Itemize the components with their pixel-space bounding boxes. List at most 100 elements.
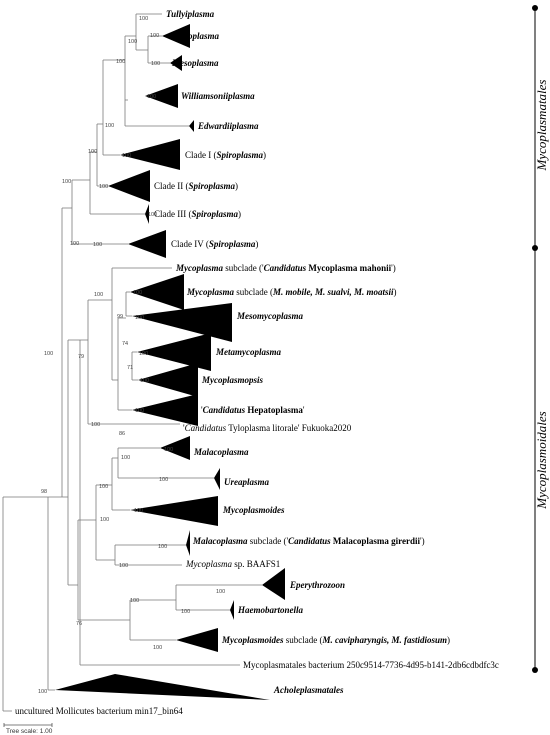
support-value: 100	[150, 33, 159, 39]
taxon-label-segment: Mesoplasma	[171, 58, 219, 68]
support-value: 100	[139, 351, 148, 357]
taxon-label-segment: Spiroplasma	[209, 239, 256, 249]
clade-triangle-clade3	[145, 204, 149, 224]
taxon-label-clade4: Clade IV (Spiroplasma)	[171, 239, 258, 249]
support-value: 100	[38, 689, 47, 695]
support-value: 76	[76, 621, 82, 627]
clade-triangle-haemobartonella	[230, 600, 234, 620]
support-value: 100	[70, 241, 79, 247]
support-value: 100	[94, 292, 103, 298]
order-label-mycoplasmoidales: Mycoplasmoidales	[534, 411, 549, 509]
taxon-label-tyloplasma: 'Candidatus Tyloplasma litorale' Fukuoka…	[183, 423, 352, 433]
clade-triangle-mycoplasmoides-sub	[176, 628, 218, 652]
taxon-label-segment: Malacoplasma	[193, 447, 249, 457]
taxon-label-hepatoplasma: 'Candidatus Hepatoplasma'	[201, 405, 305, 415]
taxon-label-segment: Tullyiplasma	[166, 9, 215, 19]
support-value: 100	[105, 123, 114, 129]
taxon-label-acholeplasmatales: Acholeplasmatales	[273, 685, 344, 695]
support-value: 79	[78, 354, 84, 360]
taxon-label-uncultured: uncultured Mollicutes bacterium min17_bi…	[15, 706, 183, 716]
branch-n118	[117, 317, 132, 411]
branch-n118b	[117, 447, 214, 479]
support-value: 100	[164, 447, 173, 453]
taxon-label-mycoplasma: Mycoplasma	[171, 31, 219, 41]
taxon-label-segment: sp. BAAFS1	[232, 559, 280, 569]
clade-triangle-malacoplasma	[160, 436, 190, 460]
branch-mycoplasmoidales	[67, 339, 80, 586]
branch-ingroup	[48, 207, 72, 498]
taxon-label-segment: Clade II (	[154, 181, 188, 191]
branch-n126	[125, 291, 132, 317]
clade-triangle-mycoplasmoides	[130, 496, 218, 526]
tree-scale: Tree scale: 1.00	[3, 723, 53, 735]
branch-n112	[111, 267, 172, 381]
taxon-label-baafs1: Mycoplasma sp. BAAFS1	[185, 559, 280, 569]
taxon-label-segment: )	[235, 181, 238, 191]
clade-triangle-metamycoplasma	[137, 333, 211, 371]
taxon-label-segment: Candidatus	[288, 536, 331, 546]
clade-triangle-clade4	[128, 230, 166, 258]
taxon-label-segment: Clade I (	[185, 150, 217, 160]
tree-branches	[2, 13, 262, 712]
order-brackets: Mycoplasmatales Mycoplasmoidales	[532, 5, 549, 673]
taxon-label-malacoplasma: Malacoplasma	[193, 447, 249, 457]
taxon-label-segment: '	[201, 405, 203, 415]
taxon-label-segment: Mycoplasma	[185, 559, 232, 569]
taxon-label-segment: Mycoplasmoides	[221, 635, 284, 645]
taxon-label-segment: Mesomycoplasma	[236, 311, 303, 321]
taxon-label-segment: Mycoplasma	[171, 31, 219, 41]
taxon-label-segment: subclade (	[234, 287, 273, 297]
support-value: 100	[116, 59, 125, 65]
branch-myco-n90	[89, 151, 145, 215]
clade-triangle-mycoplasma	[162, 24, 190, 48]
branch-n80	[79, 340, 240, 666]
support-value: 100	[99, 184, 108, 190]
taxon-label-clade2: Clade II (Spiroplasma)	[154, 181, 238, 191]
support-value: 74	[122, 341, 128, 347]
branch-n112b	[111, 457, 130, 511]
taxon-label-edwardiiplasma: Edwardiiplasma	[197, 121, 259, 131]
taxon-label-segment: Mycoplasma mahonii	[306, 263, 392, 273]
support-value: 100	[62, 179, 71, 185]
branch-n176	[175, 584, 262, 611]
support-value: 100	[216, 589, 225, 595]
order-label-mycoplasmatales: Mycoplasmatales	[534, 80, 549, 172]
branch-root	[2, 496, 48, 712]
clade-triangle-eperythrozoon	[262, 568, 285, 600]
clade-triangle-acholeplasmatales	[55, 674, 270, 700]
taxon-label-segment: Haemobartonella	[237, 605, 303, 615]
taxon-label-metamycoplasma: Metamycoplasma	[215, 347, 281, 357]
taxon-label-segment: Spiroplasma	[188, 181, 235, 191]
taxon-label-haemobartonella: Haemobartonella	[237, 605, 303, 615]
branch-n82	[80, 299, 180, 425]
support-value: 100	[133, 290, 142, 296]
support-value: 100	[135, 315, 144, 321]
support-value: 100	[99, 484, 108, 490]
taxon-label-segment: subclade ('	[223, 263, 264, 273]
support-value: 100	[91, 422, 100, 428]
support-value: 71	[127, 365, 133, 371]
clade-triangle-clade1	[120, 139, 180, 170]
support-value: 99	[117, 314, 123, 320]
taxon-label-mesoplasma: Mesoplasma	[171, 58, 219, 68]
branch-myco-n103	[102, 59, 125, 156]
scale-label: Tree scale: 1.00	[6, 728, 53, 735]
taxon-label-segment: uncultured Mollicutes bacterium min17_bi…	[15, 706, 183, 716]
taxon-label-segment: Mycoplasmoides	[222, 505, 285, 515]
taxon-label-segment: )	[255, 239, 258, 249]
taxon-label-segment: Mycoplasmopsis	[201, 375, 263, 385]
bracket-dot-top	[532, 5, 538, 11]
clade-triangle-mesoplasma	[170, 55, 182, 71]
support-value: 100	[153, 645, 162, 651]
support-value: 100	[159, 477, 168, 483]
clade-triangle-ureaplasma	[214, 468, 220, 490]
taxon-label-segment: Mycoplasma	[186, 287, 234, 297]
support-value: 100	[128, 39, 137, 45]
branch-myco-n136	[135, 13, 162, 51]
taxon-label-segment: Hepatoplasma	[245, 405, 303, 415]
taxon-label-segment: )	[263, 150, 266, 160]
taxon-label-malaco-girerdii: Malacoplasma subclade ('Candidatus Malac…	[192, 536, 425, 546]
taxon-label-segment: Williamsoniiplasma	[181, 91, 255, 101]
support-value: 86	[119, 431, 125, 437]
